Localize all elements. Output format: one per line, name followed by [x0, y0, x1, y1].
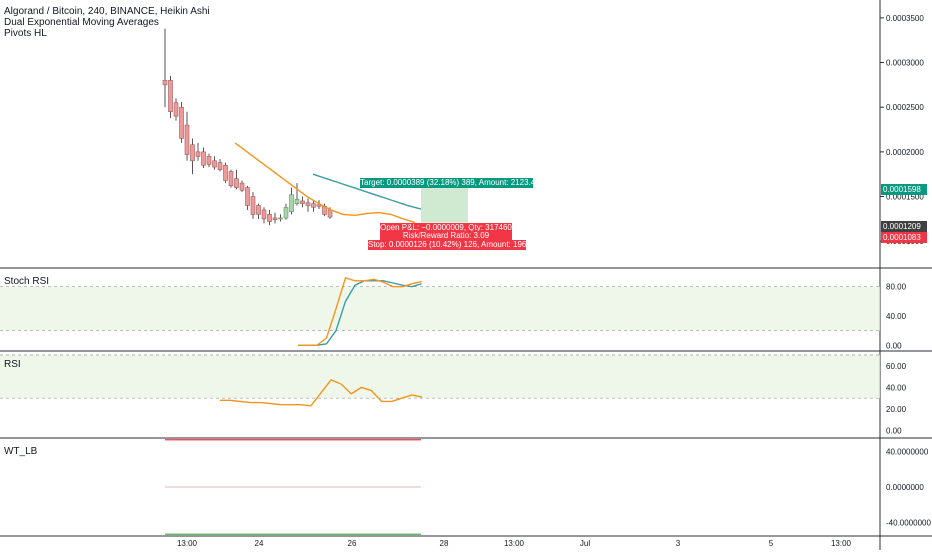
rsi-tick-label: 40.00: [886, 383, 907, 392]
stoch-tick-label: 40.00: [886, 312, 907, 321]
rsi-tick-label: 0.00: [886, 427, 902, 436]
open-pl-label[interactable]: Open P&L: −0.0000009, Qty: 3174603: [380, 223, 517, 233]
candle-body: [272, 217, 278, 221]
rsi-tick-label: 20.00: [886, 405, 907, 414]
ema-slow-line: [312, 173, 422, 210]
candle-body: [212, 160, 217, 168]
time-tick-label: 26: [348, 539, 357, 548]
candle-body: [327, 209, 333, 218]
candle-body: [184, 124, 190, 155]
time-tick-label: 3: [676, 539, 681, 548]
candle-body: [234, 178, 239, 188]
stoch-tick-label: 0.00: [886, 341, 902, 350]
wt-tick-label: -40.0000000: [886, 519, 931, 528]
candle-body: [278, 217, 283, 220]
stop-label[interactable]: Stop: 0.0000126 (10.42%) 126, Amount: 19…: [368, 240, 531, 250]
candle-body: [228, 171, 234, 187]
candle-body: [173, 102, 179, 117]
candle-body: [283, 206, 289, 219]
candle-body: [190, 144, 195, 162]
candle-body: [245, 187, 250, 206]
candle-body: [168, 80, 173, 112]
pane-title-rsi[interactable]: RSI: [4, 359, 21, 370]
candle-body: [179, 106, 184, 139]
pane-title-wt[interactable]: WT_LB: [4, 446, 38, 457]
legend-line-dema: Dual Exponential Moving Averages: [4, 17, 159, 28]
price-tick-label: 0.0002000: [886, 148, 924, 157]
legend-line-pivots: Pivots HL: [4, 28, 47, 39]
candle-body: [294, 198, 300, 204]
target-zone: [421, 187, 468, 223]
risk-reward-label[interactable]: Risk/Reward Ratio: 3.09: [380, 231, 512, 241]
price-tick-label: 0.0003500: [886, 14, 924, 23]
wt-tick-label: 40.0000000: [886, 447, 929, 456]
candle-body: [300, 200, 305, 204]
time-tick-label: Jul: [580, 539, 590, 548]
target-price-tag: 0.0001598: [881, 184, 927, 195]
stoch-k-line: [298, 276, 422, 347]
candle-body: [311, 203, 316, 208]
candle-body: [256, 205, 261, 215]
time-tick-label: 13:00: [177, 539, 198, 548]
stoch-band: [0, 286, 880, 331]
candle-body: [206, 156, 212, 165]
time-tick-label: 13:00: [831, 539, 852, 548]
time-tick-label: 28: [440, 539, 449, 548]
legend-title: Algorand / Bitcoin, 240, BINANCE, Heikin…: [4, 6, 210, 17]
current-price-tag: 0.0001209: [881, 221, 927, 232]
rsi-line: [220, 378, 423, 407]
candle-body: [305, 202, 311, 206]
candle-body: [239, 182, 245, 191]
price-tick-label: 0.0003000: [886, 59, 924, 68]
ema-fast-line: [234, 142, 416, 224]
symbol-legend[interactable]: Algorand / Bitcoin, 240, BINANCE, Heikin…: [4, 6, 210, 39]
candle-body: [223, 164, 228, 181]
wt-tick-label: 0.0000000: [886, 483, 924, 492]
candle-body: [261, 209, 267, 220]
target-label[interactable]: Target: 0.0000389 (32.18%) 389, Amount: …: [360, 178, 540, 188]
candle-body: [195, 151, 201, 157]
rsi-tick-label: 60.00: [886, 362, 907, 371]
stoch-d-line: [298, 280, 422, 347]
candle-body: [217, 162, 223, 171]
stoch-tick-label: 80.00: [886, 283, 907, 292]
time-tick-label: 5: [769, 539, 774, 548]
price-tick-label: 0.0002500: [886, 103, 924, 112]
candle-body: [267, 214, 272, 222]
candle-body: [289, 194, 294, 213]
candle-body: [201, 151, 206, 166]
time-tick-label: 24: [255, 539, 264, 548]
time-tick-label: 13:00: [504, 539, 525, 548]
candle-body: [250, 196, 256, 215]
candle-body: [162, 80, 168, 86]
stop-price-tag: 0.0001083: [881, 232, 927, 243]
pane-title-stoch-rsi[interactable]: Stoch RSI: [4, 276, 50, 287]
price-tick-label: 0.0001500: [886, 193, 924, 202]
rsi-band: [0, 355, 880, 399]
